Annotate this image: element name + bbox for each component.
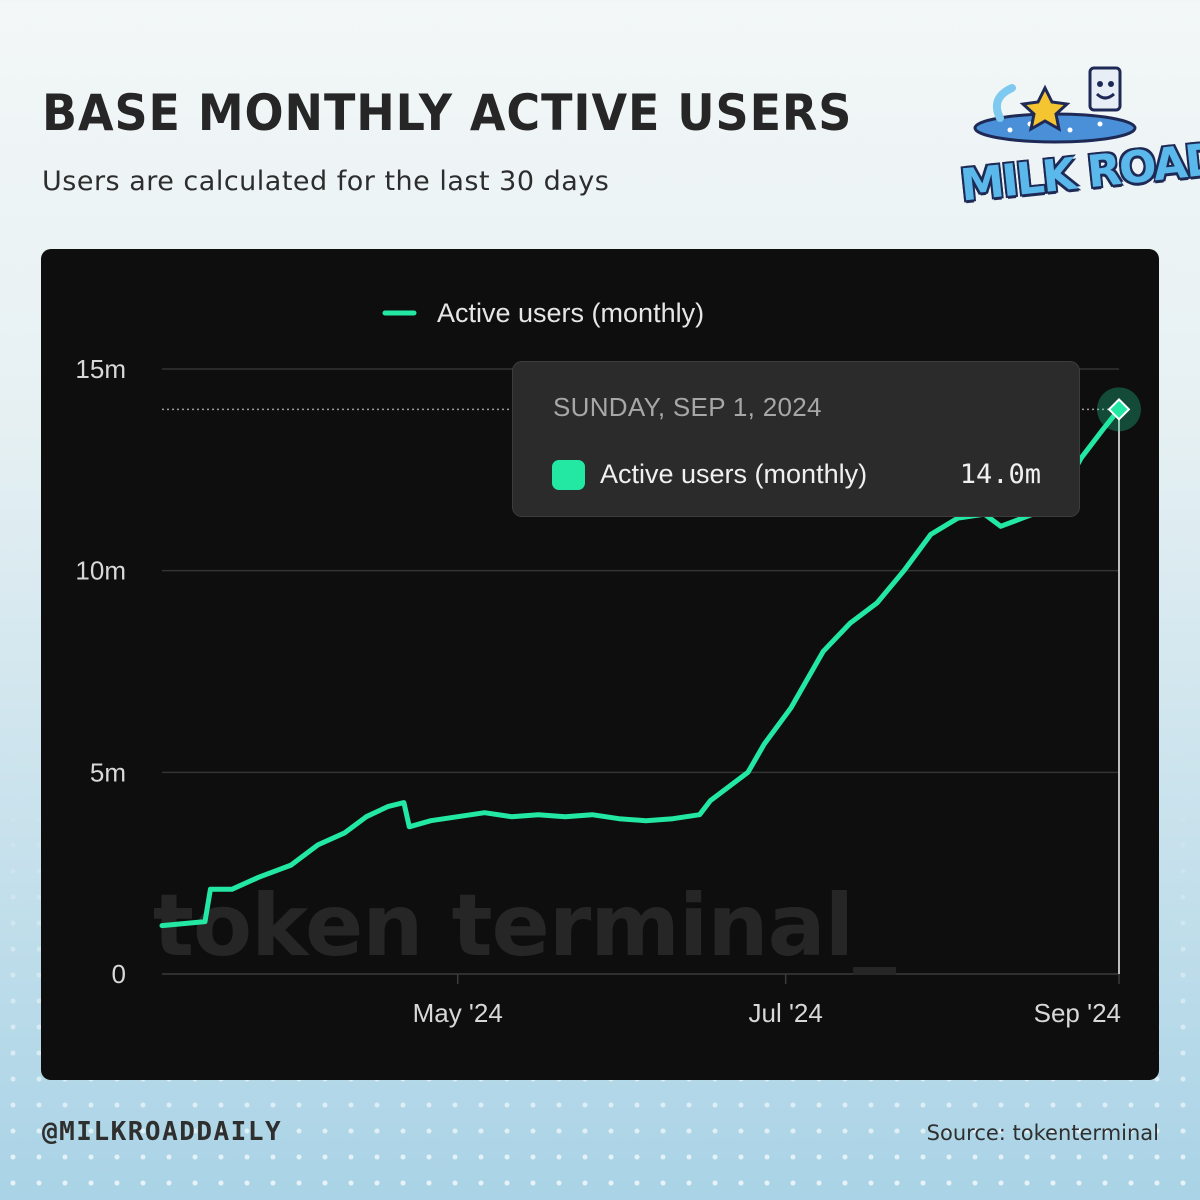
watermark-text: token terminal_: [153, 876, 896, 976]
line-chart: 0 5m 10m 15m May '24 Jul '24 Sep '24 token te…: [75, 298, 1141, 1028]
highlight-layer: [162, 387, 1141, 974]
source-credit: Source: tokenterminal: [926, 1121, 1159, 1145]
page-title: BASE MONTHLY ACTIVE USERS: [42, 84, 853, 142]
legend-label: Active users (monthly): [437, 298, 704, 328]
tooltip-date: SUNDAY, SEP 1, 2024: [553, 392, 822, 422]
tooltip-value: 14.0m: [959, 459, 1041, 490]
y-tick-label: 15m: [75, 354, 126, 384]
page-subtitle: Users are calculated for the last 30 day…: [42, 166, 610, 197]
milk-carton-mascot-icon: [973, 66, 1137, 144]
milk-road-logo: MILK ROAD: [958, 58, 1200, 212]
tooltip-series-label: Active users (monthly): [600, 459, 868, 489]
highlight-marker[interactable]: [1107, 398, 1131, 421]
y-tick-label: 5m: [90, 757, 126, 787]
social-handle: @MILKROADDAILY: [42, 1117, 283, 1147]
tooltip-swatch: [552, 460, 585, 490]
x-tick-label: Jul '24: [748, 998, 822, 1028]
chart-panel: 0 5m 10m 15m May '24 Jul '24 Sep '24 token te…: [41, 249, 1159, 1080]
x-axis-ticks: May '24 Jul '24 Sep '24: [413, 974, 1121, 1028]
chart-tooltip: SUNDAY, SEP 1, 2024 Active users (monthl…: [512, 361, 1080, 517]
x-tick-label: May '24: [413, 998, 503, 1028]
x-tick-label: Sep '24: [1034, 998, 1121, 1028]
y-axis-ticks: 0 5m 10m 15m: [75, 354, 126, 989]
y-tick-label: 0: [112, 959, 126, 989]
y-tick-label: 10m: [75, 556, 126, 586]
chart-legend: Active users (monthly): [382, 298, 704, 328]
